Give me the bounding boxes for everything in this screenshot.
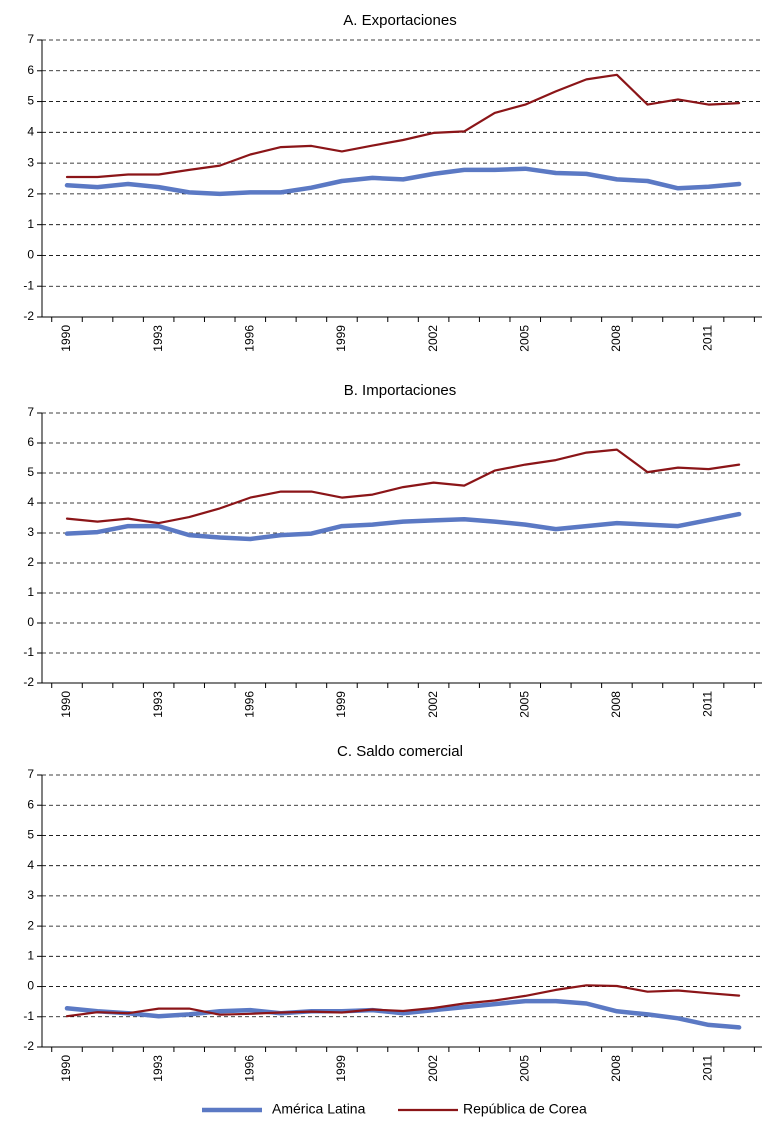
y-tick-label: 5 <box>27 465 34 479</box>
x-tick-label: 1990 <box>59 1055 73 1082</box>
chart-title: C. Saldo comercial <box>337 743 463 760</box>
x-tick-label: 1996 <box>242 325 256 352</box>
x-tick-label: 2008 <box>609 1055 623 1082</box>
y-tick-label: 2 <box>27 186 34 200</box>
y-tick-label: 2 <box>27 918 34 932</box>
y-tick-label: 1 <box>27 949 34 963</box>
x-tick-label: 2008 <box>609 691 623 718</box>
y-tick-label: -1 <box>23 1009 34 1023</box>
y-tick-label: 1 <box>27 217 34 231</box>
x-tick-label: 1990 <box>59 325 73 352</box>
legend-label: América Latina <box>272 1101 366 1117</box>
x-tick-label: 1996 <box>242 1055 256 1082</box>
x-tick-label: 2002 <box>426 691 440 718</box>
y-tick-label: 0 <box>27 979 34 993</box>
y-tick-label: 3 <box>27 888 34 902</box>
y-tick-label: 2 <box>27 555 34 569</box>
chart-panel-1: A. Exportaciones -2 -1 0 1 2 3 4 5 6 7 1990 1993 1996… <box>23 12 762 352</box>
y-tick-label: 5 <box>27 94 34 108</box>
chart-title: A. Exportaciones <box>343 12 456 29</box>
x-tick-label: 1993 <box>151 1055 165 1082</box>
x-tick-label: 1993 <box>151 691 165 718</box>
x-tick-label: 1999 <box>334 691 348 718</box>
x-tick-label: 2011 <box>701 1055 715 1081</box>
x-tick-label: 2008 <box>609 325 623 352</box>
x-tick-label: 2005 <box>517 691 531 718</box>
series-line-america-latina <box>64 998 742 1030</box>
y-tick-label: 4 <box>27 495 34 509</box>
x-tick-label: 1996 <box>242 691 256 718</box>
x-tick-label: 2002 <box>426 1055 440 1082</box>
series-line-republica-de-corea <box>65 984 741 1018</box>
y-tick-label: 3 <box>27 155 34 169</box>
series-line-republica-de-corea <box>65 73 741 179</box>
x-tick-label: 2002 <box>426 325 440 352</box>
chart-title: B. Importaciones <box>344 382 457 399</box>
chart-panel-2: B. Importaciones -2 -1 0 1 2 3 4 5 6 7 1990 1993 1996… <box>23 382 762 718</box>
series-line-america-latina <box>64 166 742 197</box>
y-tick-label: 4 <box>27 858 34 872</box>
x-tick-label: 2005 <box>517 325 531 352</box>
x-tick-label: 2005 <box>517 1055 531 1082</box>
y-tick-label: 3 <box>27 525 34 539</box>
y-tick-label: 0 <box>27 615 34 629</box>
y-tick-label: 7 <box>27 767 34 781</box>
x-tick-label: 1999 <box>334 1055 348 1082</box>
x-tick-label: 1993 <box>151 325 165 352</box>
y-tick-label: 4 <box>27 125 34 139</box>
y-tick-label: -2 <box>23 1039 34 1053</box>
legend-label: República de Corea <box>463 1101 587 1117</box>
y-tick-label: -2 <box>23 309 34 323</box>
y-tick-label: 7 <box>27 405 34 419</box>
y-tick-label: 7 <box>27 32 34 46</box>
x-tick-label: 2011 <box>701 325 715 351</box>
x-tick-label: 2011 <box>701 691 715 717</box>
y-tick-label: 6 <box>27 63 34 77</box>
y-tick-label: 5 <box>27 828 34 842</box>
chart-panel-3: C. Saldo comercial -2 -1 0 1 2 3 4 5 6 7 1990 1993 19… <box>23 743 762 1082</box>
x-tick-label: 1999 <box>334 325 348 352</box>
y-tick-label: 6 <box>27 797 34 811</box>
y-tick-label: 1 <box>27 585 34 599</box>
y-tick-label: -2 <box>23 675 34 689</box>
x-tick-label: 1990 <box>59 691 73 718</box>
y-tick-label: -1 <box>23 645 34 659</box>
y-tick-label: -1 <box>23 278 34 292</box>
legend: América Latina República de Corea <box>202 1101 587 1117</box>
y-tick-label: 0 <box>27 248 34 262</box>
series-line-republica-de-corea <box>65 448 741 525</box>
y-tick-label: 6 <box>27 435 34 449</box>
series-line-america-latina <box>64 511 742 542</box>
